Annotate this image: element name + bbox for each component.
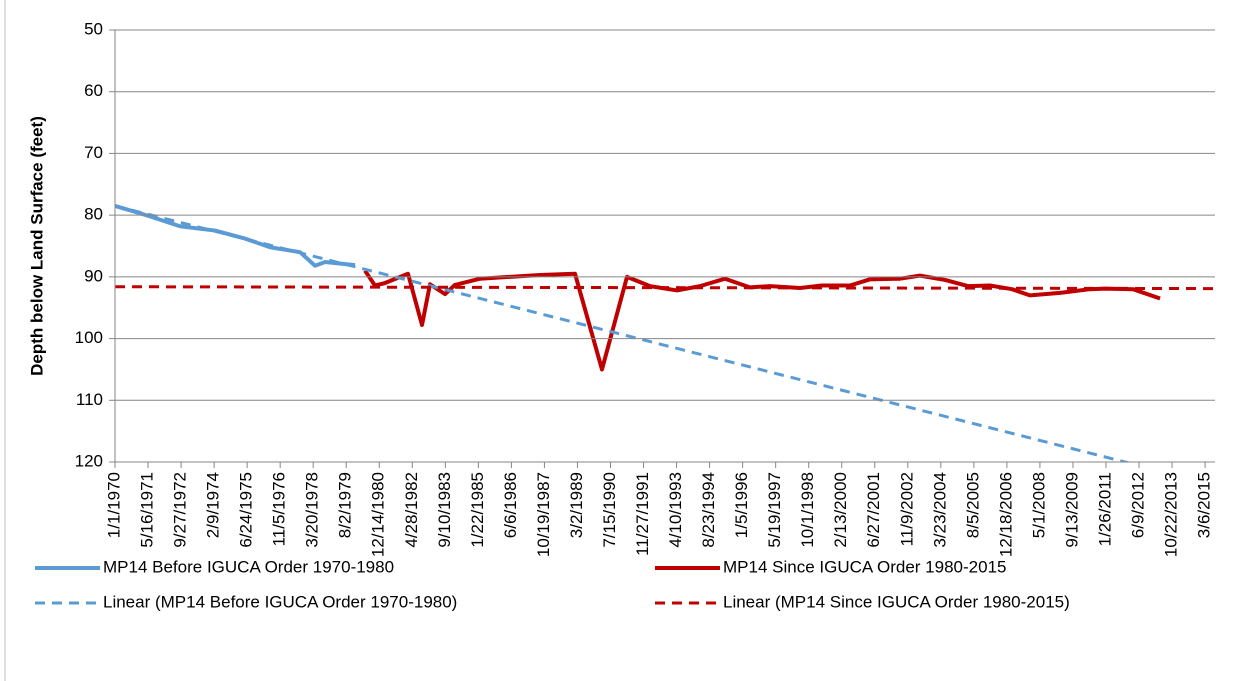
- x-tick-label: 5/1/2008: [1029, 472, 1048, 538]
- x-tick-label: 3/20/1978: [303, 472, 322, 548]
- y-axis-label: Depth below Land Surface (feet): [27, 116, 46, 376]
- legend-label: MP14 Since IGUCA Order 1980-2015: [723, 557, 1006, 576]
- x-tick-label: 12/14/1980: [369, 472, 388, 557]
- x-tick-label: 11/9/2002: [897, 472, 916, 546]
- x-tick-label: 6/27/2001: [864, 472, 883, 548]
- x-tick-label: 3/6/2015: [1195, 472, 1214, 538]
- x-tick-label: 3/2/1989: [567, 472, 586, 538]
- legend-label: Linear (MP14 Before IGUCA Order 1970-198…: [103, 592, 457, 611]
- y-tick-label: 50: [84, 19, 103, 38]
- x-tick-label: 4/28/1982: [402, 472, 421, 548]
- x-tick-label: 6/9/2012: [1129, 472, 1148, 538]
- x-tick-label: 9/27/1972: [171, 472, 190, 548]
- x-tick-label: 10/22/2013: [1162, 472, 1181, 557]
- x-tick-label: 9/10/1983: [435, 472, 454, 548]
- x-tick-label: 6/6/1986: [501, 472, 520, 538]
- x-tick-label: 4/10/1993: [666, 472, 685, 548]
- y-tick-label: 60: [84, 81, 103, 100]
- series-line: [363, 269, 1161, 372]
- x-tick-label: 3/23/2004: [930, 472, 949, 548]
- x-tick-label: 8/23/1994: [699, 472, 718, 548]
- y-tick-label: 70: [84, 143, 103, 162]
- x-tick-label: 1/5/1996: [732, 472, 751, 538]
- x-tick-label: 5/19/1997: [765, 472, 784, 548]
- trend-line: [115, 285, 1215, 291]
- y-tick-label: 100: [75, 328, 103, 347]
- y-tick-label: 120: [75, 451, 103, 470]
- x-tick-label: 1/22/1985: [468, 472, 487, 548]
- x-tick-label: 5/16/1971: [138, 472, 157, 548]
- x-tick-label: 11/27/1991: [633, 472, 652, 556]
- x-tick-label: 6/24/1975: [237, 472, 256, 548]
- x-tick-label: 8/2/1979: [336, 472, 355, 538]
- plot-area: [115, 203, 1215, 462]
- x-tick-label: 7/15/1990: [600, 472, 619, 548]
- legend-label: MP14 Before IGUCA Order 1970-1980: [103, 557, 394, 576]
- x-tick-label: 9/13/2009: [1062, 472, 1081, 548]
- x-tick-label: 2/9/1974: [204, 472, 223, 538]
- x-tick-label: 10/19/1987: [534, 472, 553, 557]
- x-tick-label: 11/5/1976: [270, 472, 289, 546]
- y-tick-label: 110: [76, 390, 103, 409]
- x-tick-label: 1/1/1970: [104, 472, 123, 538]
- trend-line: [115, 204, 1132, 462]
- x-tick-label: 8/5/2005: [963, 472, 982, 538]
- series-line: [115, 203, 356, 268]
- y-tick-label: 80: [84, 205, 103, 224]
- y-tick-label: 90: [84, 266, 103, 285]
- x-tick-label: 12/18/2006: [996, 472, 1015, 557]
- legend-label: Linear (MP14 Since IGUCA Order 1980-2015…: [723, 592, 1070, 611]
- x-tick-label: 2/13/2000: [831, 472, 850, 548]
- x-tick-label: 1/26/2011: [1095, 472, 1114, 546]
- x-tick-label: 10/1/1998: [798, 472, 817, 548]
